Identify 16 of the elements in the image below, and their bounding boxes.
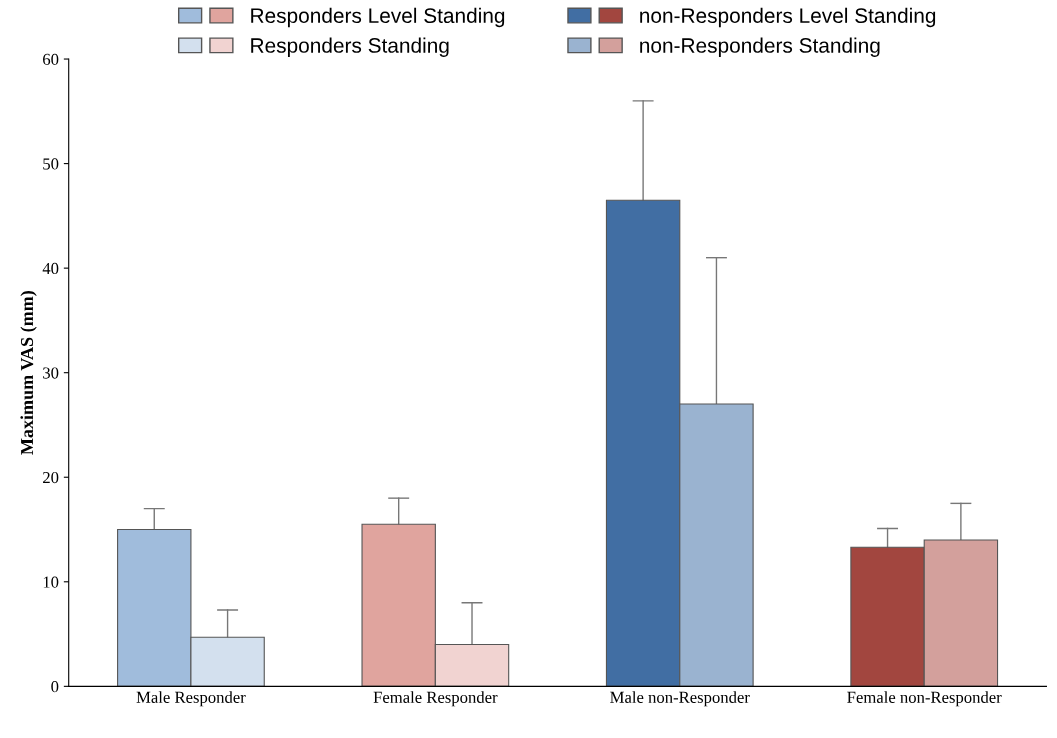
x-tick-label: Female non-Responder: [847, 691, 1002, 707]
y-tick-label: 20: [43, 471, 59, 484]
y-tick-label: 60: [43, 53, 59, 65]
y-tick-label: 50: [43, 158, 59, 170]
legend-label: non-Responders Standing: [640, 37, 880, 57]
y-tick-label: 30: [43, 367, 59, 379]
y-tick-label: 10: [43, 576, 59, 588]
legend-label: Responders Level Standing: [251, 7, 505, 28]
legend-label: Responders Standing: [251, 37, 449, 57]
x-tick-label: Male Responder: [136, 691, 246, 707]
x-tick-label: Female Responder: [373, 691, 498, 707]
y-tick-label: 40: [42, 262, 59, 275]
y-axis-title: Maximum VAS (mm): [20, 291, 37, 455]
x-tick-label: Male non-Responder: [610, 691, 750, 707]
y-tick-label: 0: [51, 681, 59, 693]
legend-label: non-Responders Level Standing: [640, 7, 936, 28]
